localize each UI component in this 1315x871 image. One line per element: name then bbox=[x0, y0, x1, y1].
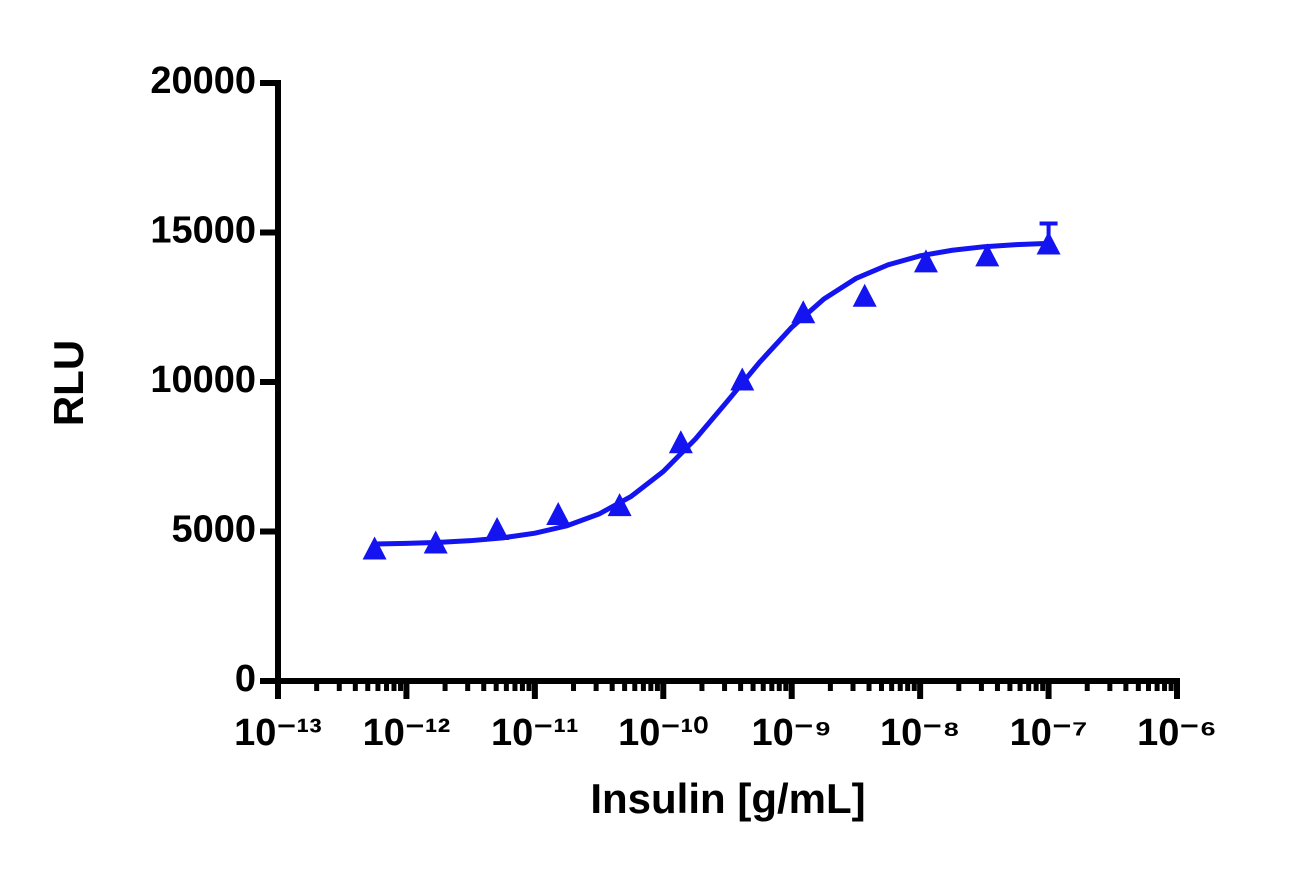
x-tick-label: 10⁻⁷ bbox=[1010, 712, 1088, 754]
data-point bbox=[730, 367, 755, 391]
x-tick-label: 10⁻¹⁰ bbox=[618, 712, 708, 754]
fit-curve bbox=[374, 240, 1049, 547]
data-point bbox=[791, 300, 816, 324]
data-point bbox=[975, 243, 1000, 267]
y-tick-label: 10000 bbox=[150, 359, 256, 401]
x-tick-label: 10⁻¹³ bbox=[234, 712, 322, 754]
data-point bbox=[546, 502, 571, 526]
data-point bbox=[485, 517, 510, 541]
y-tick-label: 20000 bbox=[150, 60, 256, 102]
y-axis-label: RLU bbox=[45, 340, 92, 426]
x-tick-label: 10⁻¹² bbox=[363, 712, 451, 754]
y-tick-label: 5000 bbox=[171, 509, 256, 551]
x-tick-label: 10⁻¹¹ bbox=[491, 712, 579, 754]
data-point bbox=[1036, 231, 1061, 255]
x-tick-label: 10⁻⁶ bbox=[1137, 712, 1217, 754]
data-point bbox=[913, 249, 938, 273]
y-tick-label: 0 bbox=[235, 658, 256, 700]
x-tick-label: 10⁻⁸ bbox=[880, 712, 960, 754]
y-tick-label: 15000 bbox=[150, 210, 256, 252]
data-point bbox=[852, 283, 877, 307]
x-tick-label: 10⁻⁹ bbox=[752, 712, 832, 754]
x-axis-label: Insulin [g/mL] bbox=[590, 775, 865, 822]
data-point bbox=[362, 536, 387, 560]
